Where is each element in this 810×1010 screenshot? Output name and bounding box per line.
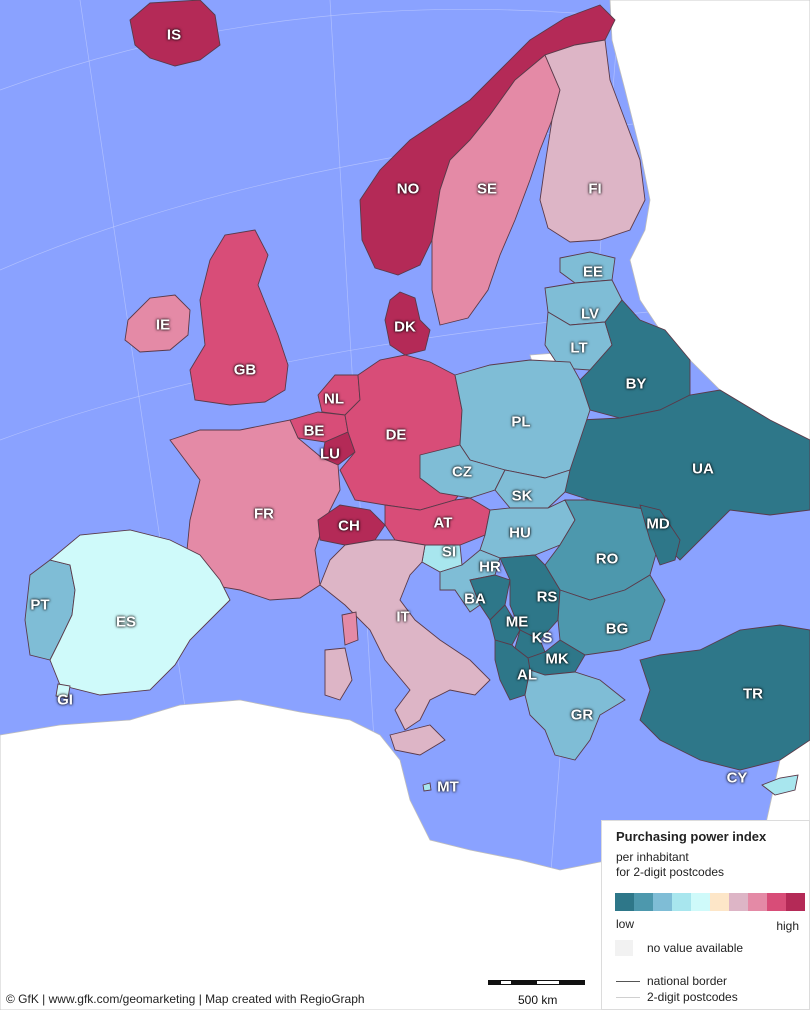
- label-IT: IT: [396, 608, 410, 626]
- label-BA: BA: [464, 590, 486, 608]
- legend-high-label: high: [776, 919, 799, 933]
- label-CH: CH: [338, 517, 360, 535]
- label-HU: HU: [509, 524, 531, 542]
- legend-subtitle-1: per inhabitant: [616, 850, 689, 864]
- label-BY: BY: [625, 375, 647, 393]
- scale-seg: [536, 980, 560, 985]
- legend-swatch: [729, 893, 748, 911]
- scale-seg: [500, 980, 512, 985]
- legend-low-label: low: [616, 917, 635, 931]
- region-CY: [761, 774, 799, 796]
- legend-no-value-label: no value available: [647, 941, 744, 955]
- legend-title: Purchasing power index: [616, 829, 767, 844]
- legend-national-border-label: national border: [647, 974, 728, 988]
- label-KS: KS: [531, 629, 553, 647]
- legend-swatch: [691, 893, 710, 911]
- label-FR: FR: [254, 505, 274, 523]
- label-AT: AT: [433, 514, 453, 532]
- label-IE: IE: [155, 316, 171, 334]
- region-ES: [49, 529, 231, 696]
- label-MT: MT: [437, 778, 459, 796]
- label-ME: ME: [505, 613, 529, 631]
- region-IS: [129, 0, 221, 67]
- legend-swatch: [653, 893, 672, 911]
- label-LU: LU: [320, 445, 340, 463]
- legend-national-border-line: [616, 981, 640, 982]
- region-FR: [169, 419, 341, 601]
- africa-land: [0, 699, 611, 1010]
- label-CY: CY: [726, 769, 748, 787]
- legend-swatch: [786, 893, 805, 911]
- label-SI: SI: [441, 543, 457, 561]
- legend-swatch: [767, 893, 786, 911]
- label-EE: EE: [582, 263, 604, 281]
- region-IE: [124, 294, 191, 353]
- region-BG: [557, 574, 666, 656]
- label-CZ: CZ: [452, 463, 472, 481]
- scale-seg: [560, 980, 585, 985]
- legend-swatch: [672, 893, 691, 911]
- legend-color-scale: [615, 893, 805, 911]
- label-GR: GR: [570, 706, 594, 724]
- region-IT-sicily: [389, 724, 446, 756]
- label-NO: NO: [396, 180, 420, 198]
- scale-seg: [488, 980, 500, 985]
- label-SE: SE: [476, 180, 498, 198]
- legend-postcode-line: [616, 997, 640, 998]
- region-TR: [639, 624, 810, 771]
- legend-postcode-label: 2-digit postcodes: [647, 990, 738, 1004]
- region-GI: [55, 683, 71, 699]
- label-LT: LT: [570, 339, 588, 357]
- region-IT: [319, 539, 491, 731]
- label-DE: DE: [385, 426, 407, 444]
- label-RO: RO: [595, 550, 619, 568]
- region-MT: [422, 782, 432, 792]
- region-FR-corsica: [341, 611, 359, 646]
- label-FI: FI: [588, 180, 602, 198]
- label-PT: PT: [30, 596, 50, 614]
- label-IS: IS: [166, 26, 182, 44]
- label-GI: GI: [57, 691, 73, 709]
- country-regions: [24, 0, 810, 796]
- region-DK: [384, 291, 431, 356]
- map-legend: Purchasing power index per inhabitant fo…: [601, 820, 810, 1010]
- label-MD: MD: [646, 515, 670, 533]
- label-GB: GB: [233, 361, 257, 379]
- legend-swatch: [710, 893, 729, 911]
- label-HR: HR: [479, 558, 501, 576]
- region-MD: [639, 504, 681, 566]
- credits: © GfK | www.gfk.com/geomarketing | Map c…: [4, 992, 367, 1006]
- region-ME: [489, 604, 521, 646]
- legend-swatch: [748, 893, 767, 911]
- region-RS: [499, 554, 561, 641]
- label-MK: MK: [545, 650, 569, 668]
- label-RS: RS: [536, 588, 558, 606]
- label-BE: BE: [303, 422, 325, 440]
- region-LU: [321, 431, 356, 466]
- label-LV: LV: [580, 305, 600, 323]
- legend-swatch: [615, 893, 634, 911]
- region-FI: [539, 39, 646, 243]
- label-PL: PL: [511, 413, 531, 431]
- region-GR: [524, 669, 626, 761]
- region-IT-sardinia: [324, 647, 353, 701]
- legend-swatch: [634, 893, 653, 911]
- legend-no-value-swatch: [615, 940, 633, 956]
- label-NL: NL: [324, 390, 344, 408]
- label-DK: DK: [394, 318, 416, 336]
- label-SK: SK: [511, 487, 533, 505]
- region-SE: [431, 54, 561, 326]
- region-CH: [317, 504, 386, 546]
- region-GB: [189, 229, 289, 406]
- label-UA: UA: [692, 460, 714, 478]
- label-TR: TR: [743, 685, 763, 703]
- label-BG: BG: [605, 620, 629, 638]
- label-AL: AL: [517, 666, 537, 684]
- scale-label: 500 km: [518, 993, 558, 1007]
- legend-subtitle-2: for 2-digit postcodes: [616, 865, 725, 879]
- scale-bar: [488, 980, 585, 988]
- label-ES: ES: [115, 613, 137, 631]
- scale-seg: [512, 980, 536, 985]
